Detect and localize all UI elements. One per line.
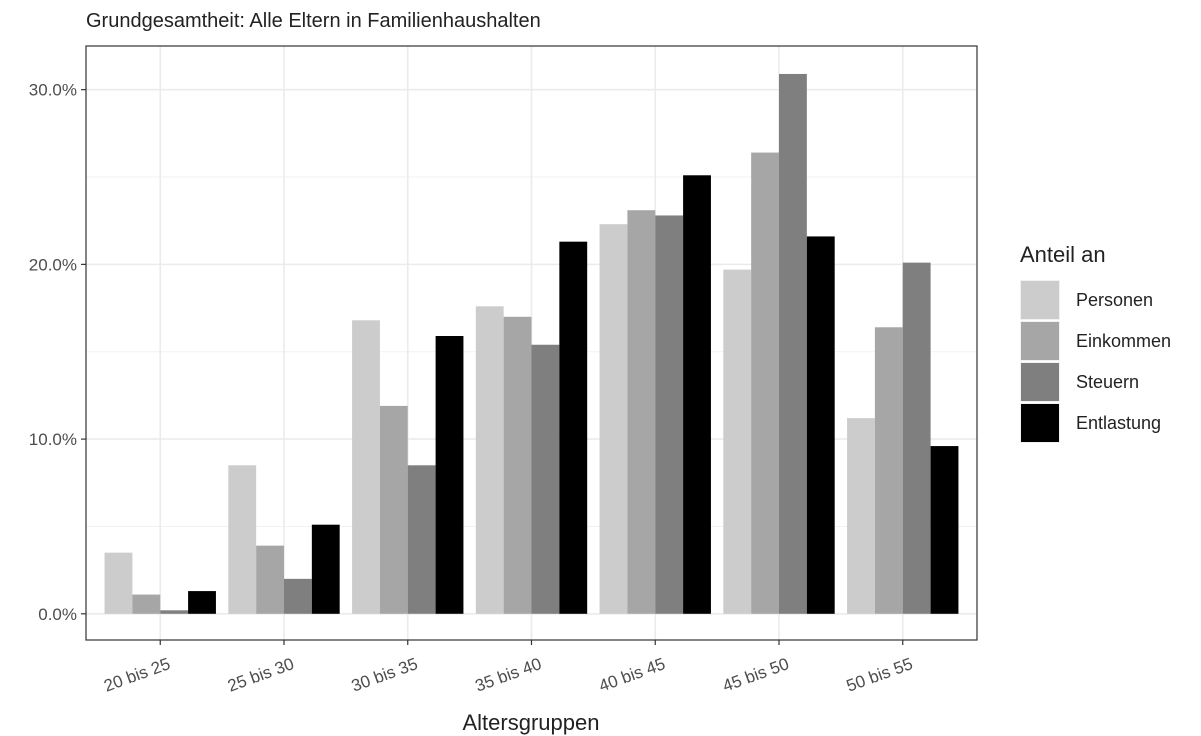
bar-personen-5 — [599, 224, 628, 614]
bar-einkommen-4 — [503, 316, 532, 614]
bar-steuern-3 — [407, 465, 436, 614]
legend-label-steuern: Steuern — [1076, 372, 1139, 392]
x-tick-label: 35 bis 40 — [473, 654, 544, 695]
bar-entlastung-7 — [930, 446, 959, 614]
legend-label-personen: Personen — [1076, 290, 1153, 310]
bar-entlastung-3 — [435, 336, 464, 614]
legend-label-entlastung: Entlastung — [1076, 413, 1161, 433]
bar-entlastung-1 — [188, 591, 216, 614]
legend: Anteil an Personen Einkommen Steuern Entlas… — [1020, 242, 1171, 443]
plot-panel: 0.0% 10.0% 20.0% 30.0% 20 bis 25 25 bis 30 30 … — [29, 45, 978, 696]
bar-einkommen-6 — [751, 152, 779, 614]
bar-einkommen-7 — [874, 327, 903, 614]
bar-personen-6 — [723, 269, 752, 614]
bar-entlastung-4 — [559, 241, 588, 614]
chart-subtitle: Grundgesamtheit: Alle Eltern in Familien… — [86, 10, 541, 32]
bar-einkommen-5 — [627, 210, 656, 614]
x-tick-label: 50 bis 55 — [844, 654, 915, 695]
bar-steuern-4 — [531, 344, 560, 614]
bar-steuern-6 — [779, 73, 807, 614]
x-tick-label: 45 bis 50 — [720, 654, 791, 695]
bar-personen-3 — [352, 320, 380, 614]
bar-steuern-7 — [902, 262, 931, 614]
bar-personen-4 — [475, 306, 504, 614]
bar-einkommen-1 — [132, 594, 161, 614]
y-tick-label: 30.0% — [29, 81, 77, 100]
bar-personen-2 — [228, 465, 257, 614]
bar-einkommen-2 — [256, 545, 284, 614]
legend-label-einkommen: Einkommen — [1076, 331, 1171, 351]
bar-einkommen-3 — [379, 405, 408, 614]
legend-swatch-entlastung — [1021, 404, 1059, 442]
bar-personen-1 — [104, 552, 133, 614]
bar-entlastung-6 — [806, 236, 835, 614]
x-tick-label: 25 bis 30 — [225, 654, 296, 695]
legend-title: Anteil an — [1020, 242, 1106, 267]
y-tick-label: 20.0% — [29, 255, 77, 274]
y-tick-label: 10.0% — [29, 430, 77, 449]
legend-swatch-personen — [1021, 281, 1059, 319]
legend-swatch-steuern — [1021, 363, 1059, 401]
x-tick-label: 30 bis 35 — [349, 654, 420, 695]
x-axis-label: Altersgruppen — [463, 710, 600, 735]
bar-steuern-2 — [284, 578, 312, 614]
bar-steuern-1 — [160, 610, 189, 614]
y-tick-label: 0.0% — [38, 605, 77, 624]
bar-entlastung-5 — [683, 175, 711, 614]
bar-personen-7 — [847, 418, 875, 614]
x-tick-label: 20 bis 25 — [101, 654, 172, 695]
bar-steuern-5 — [655, 215, 684, 614]
x-tick-label: 40 bis 45 — [596, 654, 667, 695]
bar-entlastung-2 — [311, 524, 340, 614]
legend-swatch-einkommen — [1021, 322, 1059, 360]
